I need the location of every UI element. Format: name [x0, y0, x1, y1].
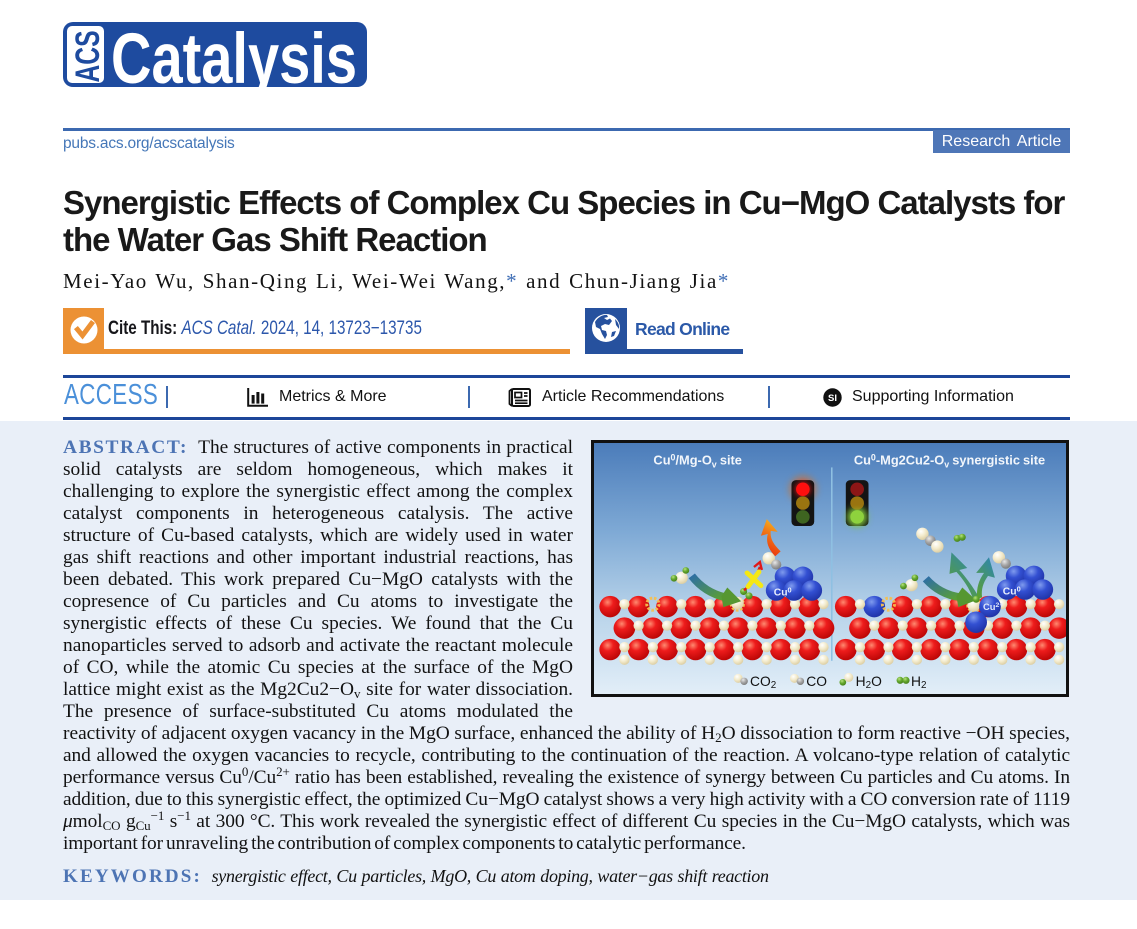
svg-text:SI: SI [828, 393, 837, 404]
svg-text:Cu0: Cu0 [774, 585, 792, 598]
svg-text:Catalysis: Catalysis [111, 22, 357, 87]
svg-text:CO: CO [806, 674, 827, 689]
svg-text:Cu0-Mg2Cu2-Ov synergistic site: Cu0-Mg2Cu2-Ov synergistic site [854, 453, 1045, 470]
svg-text:ACS: ACS [69, 31, 107, 83]
svg-text:H2O: H2O [856, 674, 883, 691]
svg-text:Cu2+: Cu2+ [983, 602, 1003, 612]
svg-text:CO2: CO2 [750, 674, 776, 691]
svg-text:Cu0: Cu0 [1003, 584, 1021, 597]
svg-text:Cu0/Mg-Ov site: Cu0/Mg-Ov site [653, 453, 741, 470]
